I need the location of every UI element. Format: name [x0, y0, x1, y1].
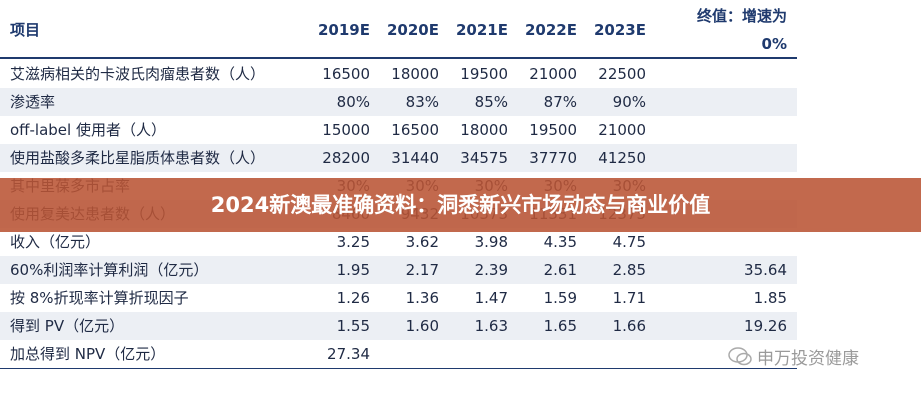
value-cell: 4.35	[543, 233, 577, 251]
value-cell: 18000	[460, 121, 508, 139]
value-cell: 18000	[391, 65, 439, 83]
value-cell: 34575	[460, 149, 508, 167]
row-label: 收入（亿元）	[10, 233, 101, 251]
value-cell: 1.63	[474, 317, 508, 335]
value-cell: 90%	[612, 93, 646, 111]
value-cell: 1.95	[336, 261, 370, 279]
value-cell: 3.98	[474, 233, 508, 251]
row-label: 使用盐酸多柔比星脂质体患者数（人）	[10, 149, 266, 167]
value-cell: 19500	[460, 65, 508, 83]
value-cell: 3.25	[336, 233, 370, 251]
header-cell: 终值：增速为	[696, 7, 787, 25]
value-cell: 2.85	[612, 261, 646, 279]
value-cell: 16500	[391, 121, 439, 139]
row-label: off-label 使用者（人）	[10, 121, 166, 139]
row-label: 得到 PV（亿元）	[10, 317, 125, 335]
header-cell: 2020E	[387, 21, 439, 39]
value-cell: 1.65	[543, 317, 577, 335]
row-background	[0, 144, 797, 172]
value-cell: 1.85	[753, 289, 787, 307]
header-rule	[0, 57, 797, 59]
value-cell: 4.75	[612, 233, 646, 251]
row-label: 60%利润率计算利润（亿元）	[10, 261, 209, 279]
value-cell: 1.60	[405, 317, 439, 335]
value-cell: 85%	[474, 93, 508, 111]
value-cell: 31440	[391, 149, 439, 167]
value-cell: 2.17	[405, 261, 439, 279]
header-cell: 2022E	[525, 21, 577, 39]
value-cell: 1.36	[405, 289, 439, 307]
value-cell: 19500	[529, 121, 577, 139]
bottom-rule	[0, 368, 797, 369]
row-background	[0, 88, 797, 116]
header-cell: 2019E	[318, 21, 370, 39]
value-cell: 16500	[322, 65, 370, 83]
banner: 2024新澳最准确资料：洞悉新兴市场动态与商业价值	[0, 178, 921, 232]
row-label: 艾滋病相关的卡波氏肉瘤患者数（人）	[10, 65, 266, 83]
watermark: 申万投资健康	[757, 349, 859, 369]
value-cell: 2.61	[543, 261, 577, 279]
header-cell: 2023E	[594, 21, 646, 39]
value-cell: 41250	[598, 149, 646, 167]
row-background	[0, 256, 797, 284]
value-cell: 19.26	[744, 317, 787, 335]
value-cell: 1.59	[543, 289, 577, 307]
value-cell: 80%	[336, 93, 370, 111]
value-cell: 87%	[543, 93, 577, 111]
header-cell: 0%	[761, 35, 787, 53]
value-cell: 3.62	[405, 233, 439, 251]
value-cell: 2.39	[474, 261, 508, 279]
value-cell: 28200	[322, 149, 370, 167]
row-label: 按 8%折现率计算折现因子	[10, 289, 189, 307]
value-cell: 37770	[529, 149, 577, 167]
value-cell: 21000	[598, 121, 646, 139]
row-background	[0, 312, 797, 340]
value-cell: 27.34	[327, 345, 370, 363]
header-cell: 2021E	[456, 21, 508, 39]
value-cell: 1.71	[612, 289, 646, 307]
value-cell: 22500	[598, 65, 646, 83]
value-cell: 1.66	[612, 317, 646, 335]
value-cell: 83%	[405, 93, 439, 111]
watermark-icon	[728, 347, 752, 366]
row-label: 渗透率	[10, 93, 56, 111]
value-cell: 1.26	[336, 289, 370, 307]
value-cell: 15000	[322, 121, 370, 139]
value-cell: 35.64	[744, 261, 787, 279]
header-cell: 项目	[10, 21, 41, 39]
value-cell: 1.47	[474, 289, 508, 307]
value-cell: 1.55	[336, 317, 370, 335]
value-cell: 21000	[529, 65, 577, 83]
row-label: 加总得到 NPV（亿元）	[10, 345, 166, 363]
